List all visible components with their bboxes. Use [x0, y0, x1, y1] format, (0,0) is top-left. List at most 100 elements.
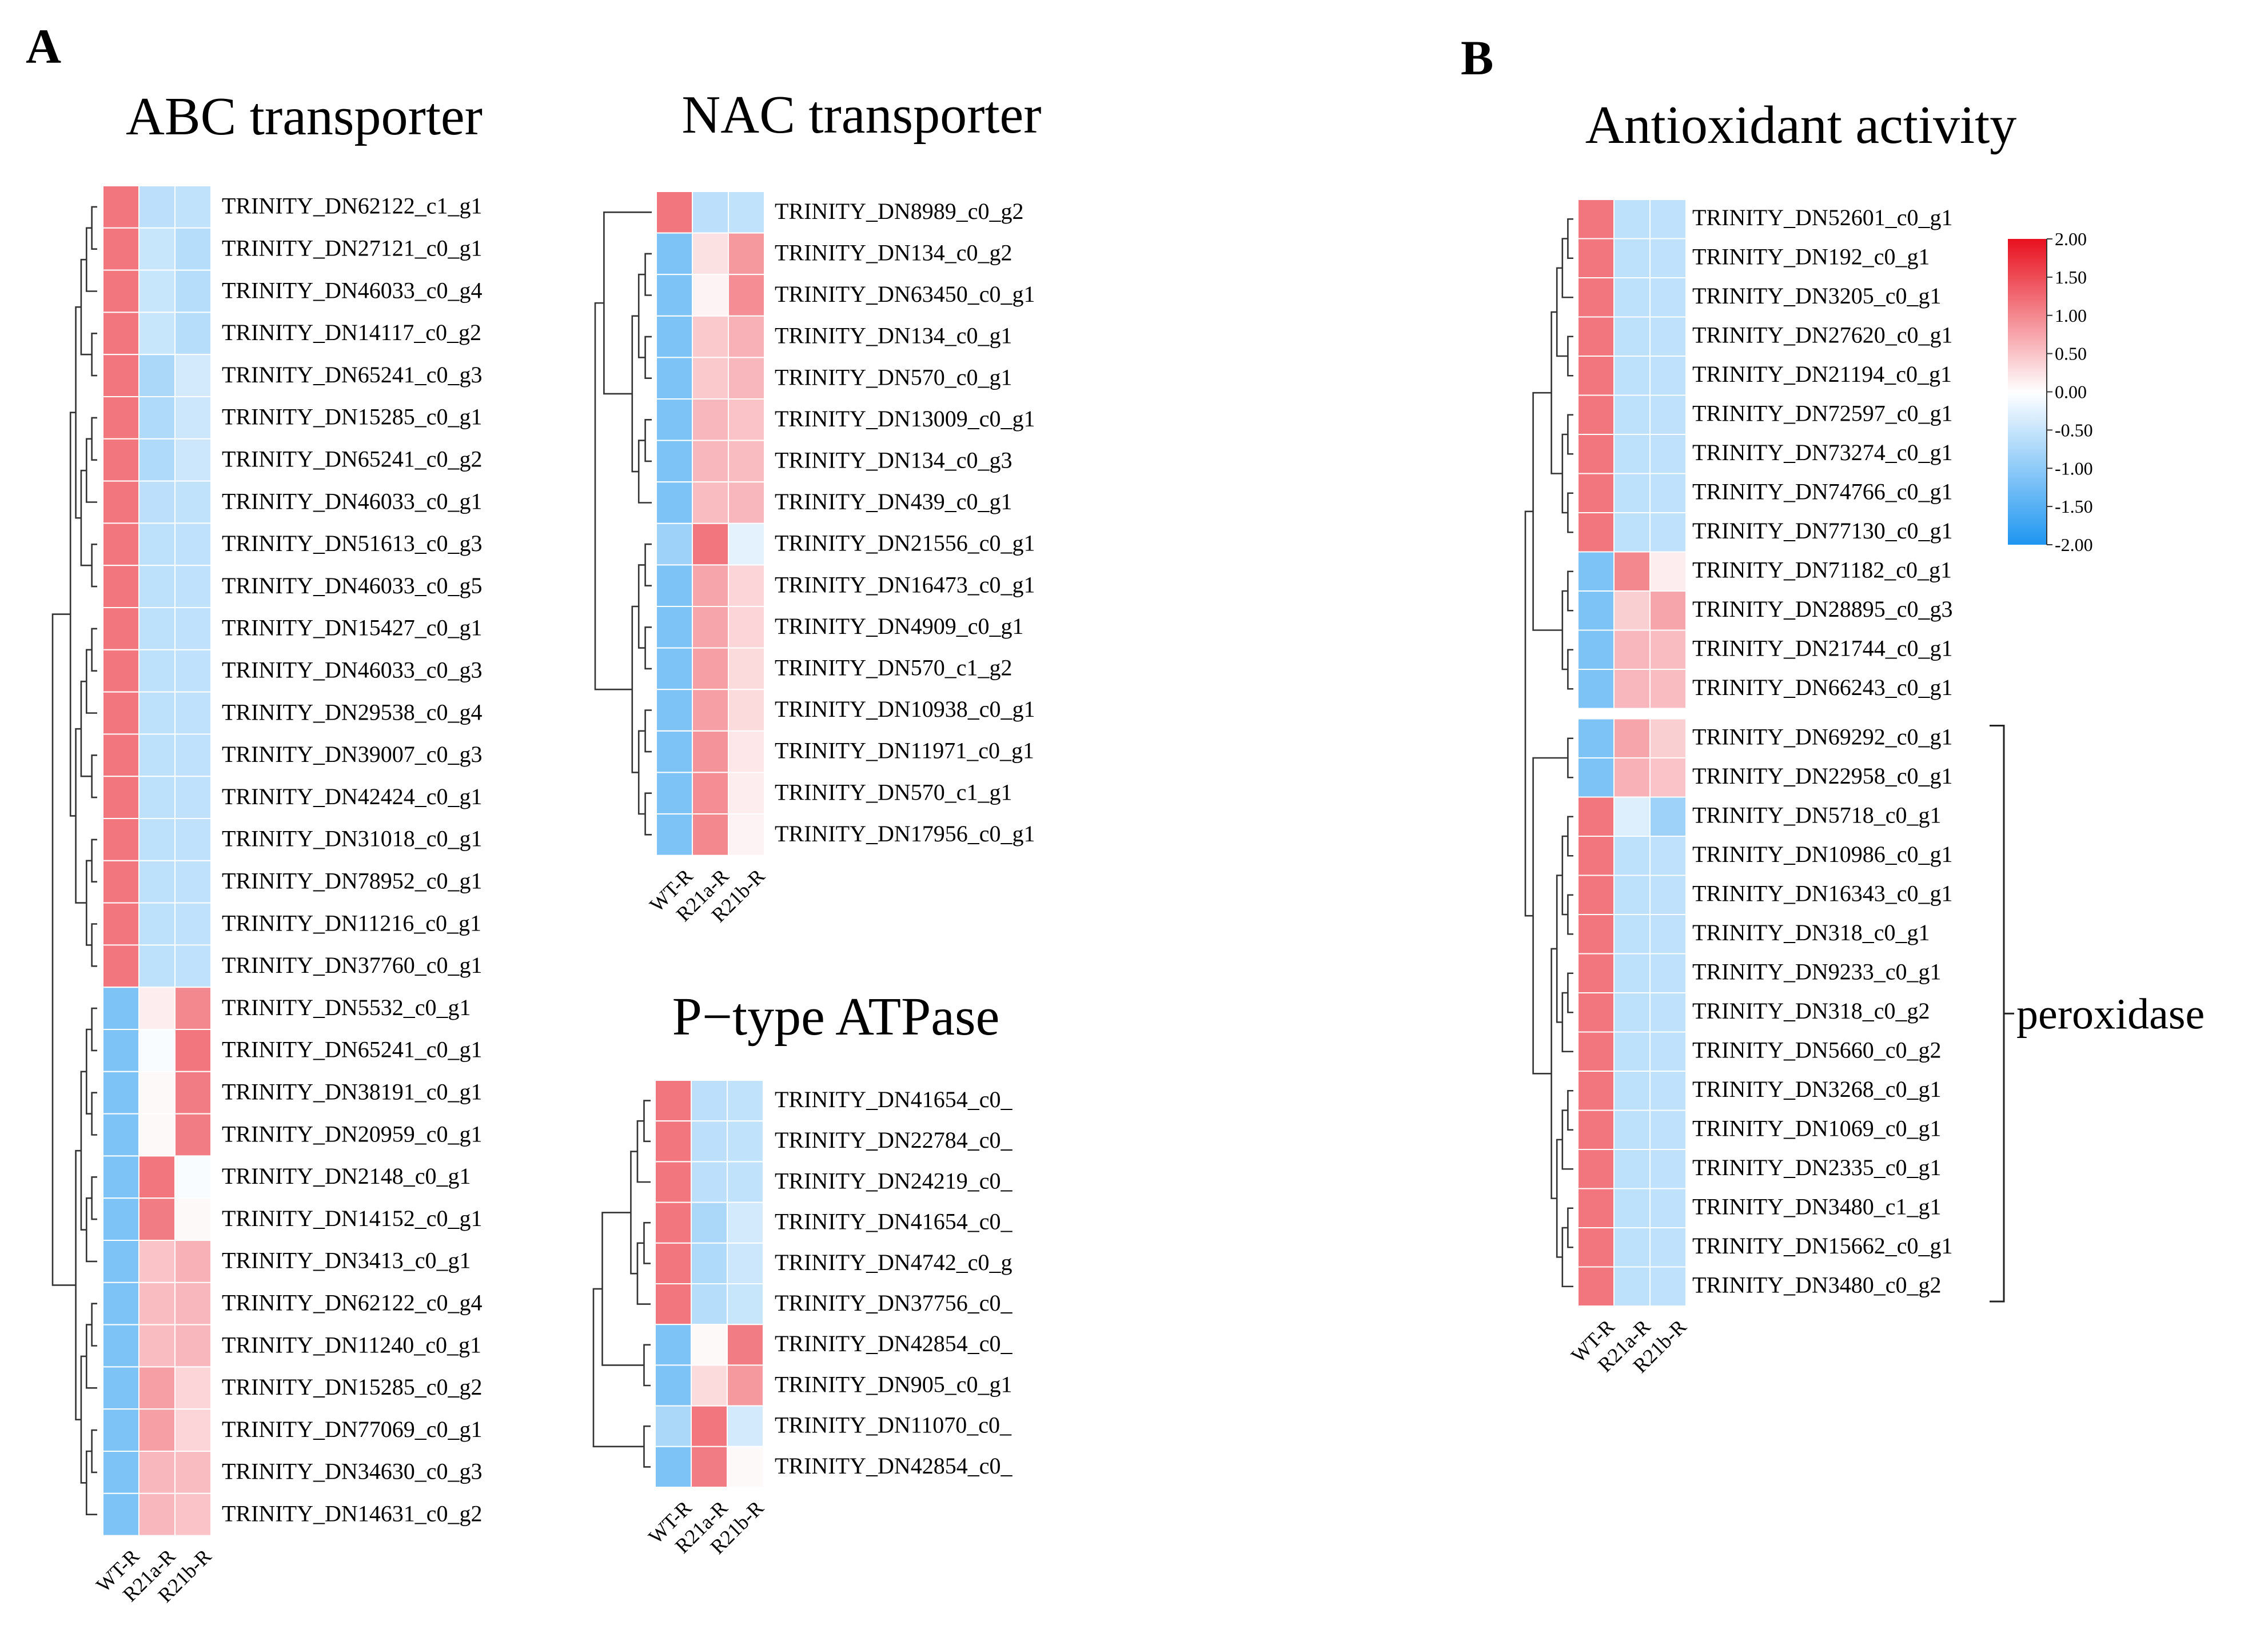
heatmap-cell — [174, 1408, 212, 1452]
row-label: TRINITY_DN27620_c0_g1 — [1692, 322, 1953, 348]
dendrogram-branch — [637, 564, 645, 649]
heatmap-cell — [1649, 629, 1687, 670]
heatmap-cell — [102, 649, 139, 693]
heatmap-cell — [1577, 914, 1615, 955]
dendrogram-branch — [85, 1028, 92, 1115]
heatmap-cell — [138, 818, 176, 861]
heatmap-cell — [102, 522, 139, 566]
dendrogram-branch — [1567, 1089, 1573, 1131]
heatmap-cell — [691, 1283, 728, 1325]
heatmap-cell — [138, 312, 176, 356]
row-label: TRINITY_DN192_c0_g1 — [1692, 244, 1930, 270]
row-label: TRINITY_DN73274_c0_g1 — [1692, 440, 1953, 465]
dendrogram-branch — [91, 1176, 97, 1220]
dendrogram-branch — [594, 302, 632, 690]
row-label: TRINITY_DN3268_c0_g1 — [1692, 1076, 1942, 1102]
heatmap-cell — [1649, 1266, 1687, 1307]
dendrogram-branch — [644, 543, 652, 586]
heatmap-cell — [1577, 1071, 1615, 1111]
heatmap-cell — [174, 1071, 212, 1115]
heatmap-cell — [691, 1080, 728, 1122]
heatmap-cell — [727, 1446, 764, 1488]
heatmap-cell — [1649, 875, 1687, 915]
row-label: TRINITY_DN63450_c0_g1 — [775, 281, 1035, 307]
heatmap-cell — [102, 185, 139, 229]
heatmap-cell — [138, 396, 176, 440]
row-label: TRINITY_DN570_c1_g2 — [775, 655, 1013, 681]
annotation-bracket — [1990, 725, 2014, 1303]
row-label: TRINITY_DN11240_c0_g1 — [222, 1332, 481, 1357]
heatmap-cell — [1613, 1149, 1651, 1189]
row-label: TRINITY_DN39007_c0_g3 — [222, 741, 483, 767]
dendrogram-branch — [1567, 570, 1573, 612]
dendrogram-branch — [1567, 649, 1573, 690]
dendrogram-branch — [1567, 737, 1573, 778]
heatmap-cell — [728, 606, 765, 649]
heatmap-cell — [655, 1446, 692, 1488]
row-label: TRINITY_DN74766_c0_g1 — [1692, 479, 1953, 505]
heatmap-cell — [174, 691, 212, 735]
heatmap-cell — [728, 481, 765, 524]
heatmap-cell — [691, 1201, 728, 1244]
heatmap-cell — [102, 1408, 139, 1452]
heatmap-cell — [1613, 914, 1651, 955]
heatmap-cell — [728, 232, 765, 276]
annotation-label: peroxidase — [2016, 990, 2205, 1038]
heatmap-cell — [691, 1405, 728, 1447]
heatmap-cell — [728, 730, 765, 773]
dendrogram-branch — [1561, 590, 1568, 670]
color-scale-tick-label: 0.00 — [2055, 382, 2087, 402]
row-label: TRINITY_DN78952_c0_g1 — [222, 868, 483, 894]
heatmap-cell — [692, 274, 729, 317]
heatmap-cell — [174, 1029, 212, 1072]
dendrogram-branch — [1550, 948, 1557, 1199]
heatmap-cell — [174, 733, 212, 777]
dendrogram-branch — [80, 1355, 87, 1484]
heatmap-cell — [728, 274, 765, 317]
row-label: TRINITY_DN69292_c0_g1 — [1692, 724, 1953, 750]
heatmap-cell — [102, 987, 139, 1030]
heatmap-cell — [138, 987, 176, 1030]
heatmap-cell — [1649, 394, 1687, 435]
heatmap-cell — [727, 1283, 764, 1325]
heatmap-cell — [1613, 718, 1651, 758]
heatmap-cell — [656, 481, 693, 524]
heatmap-cell — [138, 1366, 176, 1410]
dendrogram-branch — [91, 417, 97, 461]
heatmap-cell — [692, 564, 729, 608]
heatmap-cell — [1577, 992, 1615, 1033]
dendrogram-branch — [644, 419, 652, 462]
heatmap-cell — [174, 944, 212, 988]
dendrogram-branch — [91, 923, 97, 967]
heatmap-cell — [1649, 836, 1687, 876]
heatmap-cell — [1649, 473, 1687, 513]
heatmap-cell — [1613, 277, 1651, 318]
heatmap-cell — [727, 1201, 764, 1244]
row-label: TRINITY_DN37760_c0_g1 — [222, 952, 483, 978]
row-label: TRINITY_DN22958_c0_g1 — [1692, 763, 1953, 789]
heatmap-cell — [656, 440, 693, 483]
heatmap-cell — [174, 438, 212, 482]
heatmap-cell — [174, 1197, 212, 1241]
heatmap-cell — [692, 730, 729, 773]
heatmap-cell — [1577, 757, 1615, 798]
heatmap-cell — [138, 227, 176, 271]
dendrogram-branch — [644, 792, 652, 836]
row-label: TRINITY_DN21556_c0_g1 — [775, 530, 1035, 556]
heatmap-cell — [1649, 914, 1687, 955]
heatmap-cell — [727, 1080, 764, 1122]
heatmap-cell — [691, 1120, 728, 1163]
heatmap-cell — [728, 398, 765, 441]
heatmap-cell — [138, 269, 176, 313]
dendrogram-branch — [644, 709, 652, 753]
heatmap-cell — [102, 438, 139, 482]
row-label: TRINITY_DN5718_c0_g1 — [1692, 802, 1942, 828]
heatmap-cell — [692, 689, 729, 732]
row-label: TRINITY_DN65241_c0_g2 — [222, 446, 483, 472]
heatmap-cell — [1577, 1266, 1615, 1307]
row-label: TRINITY_DN17956_c0_g1 — [775, 821, 1035, 847]
heatmap-cell — [174, 1324, 212, 1368]
heatmap-cell — [1613, 796, 1651, 837]
heatmap-cell — [102, 1113, 139, 1157]
heatmap-cell — [102, 818, 139, 861]
